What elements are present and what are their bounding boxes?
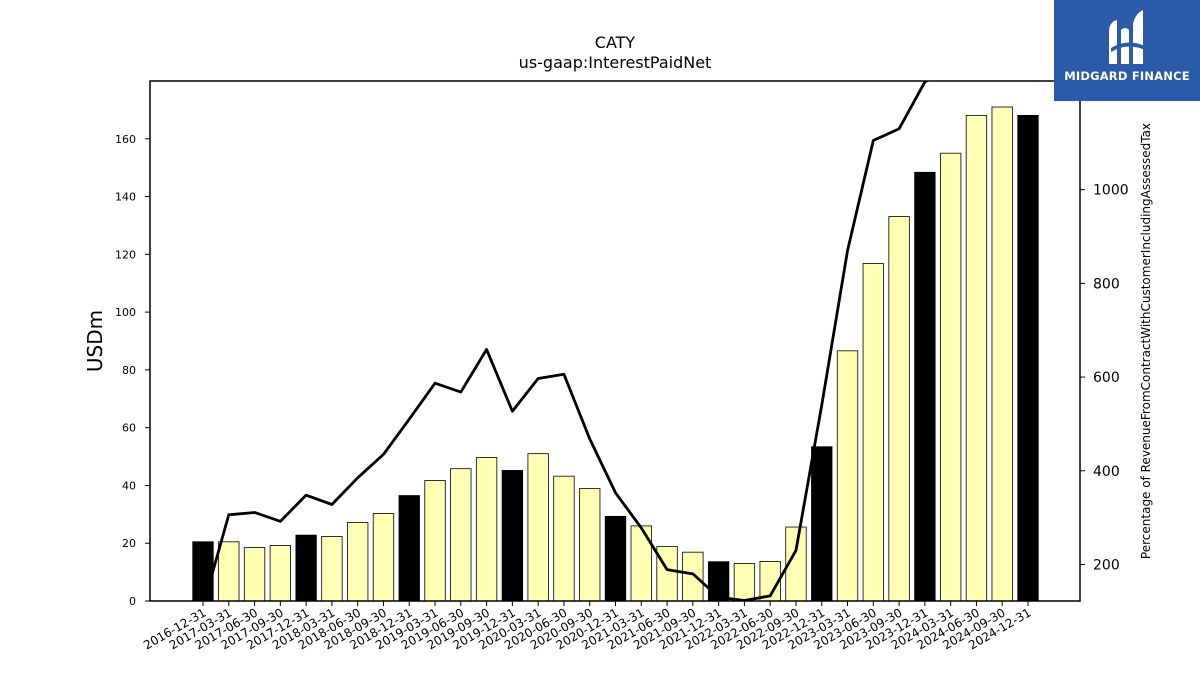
y-tick-label: 160 (115, 133, 136, 146)
logo-text: MIDGARD FINANCE (1064, 69, 1190, 83)
bar-2024-03-31 (940, 152, 962, 602)
bar-2023-12-31 (914, 171, 936, 602)
y-tick-label: 0 (129, 595, 136, 608)
bar-2024-09-30 (991, 106, 1013, 602)
chart-title: CATY (595, 33, 636, 52)
y2-tick-label: 400 (1093, 464, 1120, 480)
y2-axis-label: Percentage of RevenueFromContractWithCus… (1139, 123, 1153, 559)
bar-2024-06-30 (965, 114, 988, 602)
bar-2022-03-31 (733, 563, 756, 602)
bar-2023-06-30 (862, 263, 884, 602)
y-tick-label: 60 (122, 422, 136, 435)
y-tick-label: 140 (115, 191, 136, 204)
bar-2018-03-31 (321, 536, 343, 602)
bars-group (192, 106, 1039, 602)
bar-2024-12-31 (1017, 114, 1039, 602)
bar-2019-12-31 (501, 470, 524, 602)
bar-2017-03-31 (218, 541, 240, 602)
bar-2017-12-31 (295, 534, 317, 602)
bar-2017-06-30 (243, 547, 266, 602)
bar-2022-12-31 (811, 446, 833, 602)
bar-2018-09-30 (372, 513, 395, 602)
bar-2020-06-30 (553, 475, 575, 602)
chart-subtitle: us-gaap:InterestPaidNet (519, 53, 712, 72)
bar-2023-09-30 (888, 216, 910, 602)
bar-2020-12-31 (604, 515, 627, 602)
bar-2019-06-30 (450, 468, 472, 602)
bar-2019-09-30 (475, 457, 498, 602)
y2-tick-label: 800 (1093, 276, 1120, 292)
bar-2021-06-30 (656, 546, 678, 602)
y-tick-label: 80 (122, 364, 136, 377)
y-axis-label: USDm (83, 310, 107, 372)
logo-mark-icon (1109, 10, 1145, 64)
brand-logo: MIDGARD FINANCE (1054, 0, 1200, 101)
plot-frame (149, 80, 1081, 602)
y2-tick-label: 1000 (1093, 183, 1129, 199)
line-series (203, 81, 930, 601)
y-tick-label: 40 (122, 479, 136, 492)
y-tick-label: 100 (115, 306, 136, 319)
bar-2020-09-30 (579, 488, 601, 602)
y-ticks: 0 20 40 60 80 100 120 140 160 (115, 133, 150, 608)
bar-2017-09-30 (269, 545, 291, 602)
bar-2018-12-31 (398, 495, 420, 602)
line-group (203, 81, 930, 601)
x-ticks: 2016-12-312017-03-312017-06-302017-09-30… (141, 601, 1034, 652)
bar-2021-12-31 (707, 561, 730, 602)
y2-ticks: 200 400 600 800 1000 (1080, 183, 1129, 573)
bar-2019-03-31 (424, 480, 446, 602)
y2-tick-label: 600 (1093, 370, 1120, 386)
y-tick-label: 20 (122, 537, 136, 550)
y-tick-label: 120 (115, 248, 136, 261)
y2-tick-label: 200 (1093, 557, 1120, 573)
bar-2023-03-31 (836, 350, 859, 602)
bar-2020-03-31 (527, 453, 549, 602)
bar-2016-12-31 (192, 541, 214, 602)
bar-2021-09-30 (682, 551, 704, 602)
bar-2018-06-30 (347, 522, 369, 602)
